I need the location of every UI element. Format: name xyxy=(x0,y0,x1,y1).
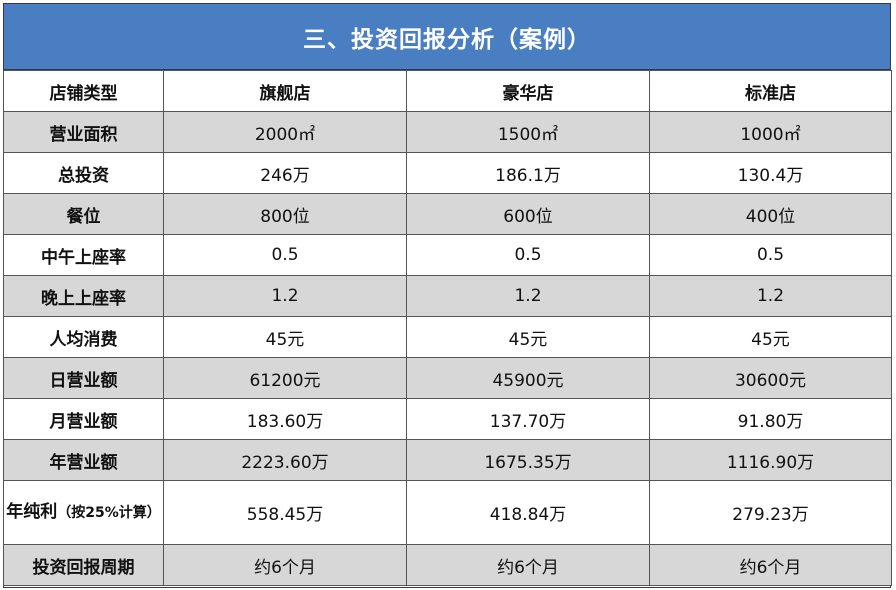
table-cell: 186.1万 xyxy=(406,152,650,194)
table-cell: 418.84万 xyxy=(406,480,650,545)
table-cell: 800位 xyxy=(163,193,407,235)
table-cell: 45元 xyxy=(649,316,892,358)
table-row: 餐位 800位 600位 400位 xyxy=(3,193,892,235)
table-cell: 45元 xyxy=(163,316,407,358)
table-row: 中午上座率 0.5 0.5 0.5 xyxy=(3,234,892,276)
table-cell: 约6个月 xyxy=(163,544,407,586)
row-label: 晚上上座率 xyxy=(3,275,164,317)
page-title: 三、投资回报分析（案例） xyxy=(303,26,591,53)
header-label: 店铺类型 xyxy=(3,70,164,112)
table-cell: 91.80万 xyxy=(649,398,892,440)
row-label: 月营业额 xyxy=(3,398,164,440)
table-row: 投资回报周期 约6个月 约6个月 约6个月 xyxy=(3,544,892,586)
table-row: 日营业额 61200元 45900元 30600元 xyxy=(3,357,892,399)
table-cell: 558.45万 xyxy=(163,480,407,545)
table-cell: 246万 xyxy=(163,152,407,194)
table-cell: 约6个月 xyxy=(649,544,892,586)
table-header-row: 店铺类型 旗舰店 豪华店 标准店 xyxy=(3,70,892,112)
investment-table: 店铺类型 旗舰店 豪华店 标准店 营业面积 2000㎡ 1500㎡ 1000㎡ … xyxy=(3,70,892,586)
table-cell: 279.23万 xyxy=(649,480,892,545)
column-header-deluxe: 豪华店 xyxy=(406,70,650,112)
table-cell: 137.70万 xyxy=(406,398,650,440)
column-header-standard: 标准店 xyxy=(649,70,892,112)
table-cell: 1500㎡ xyxy=(406,111,650,153)
table-cell: 2000㎡ xyxy=(163,111,407,153)
row-label: 投资回报周期 xyxy=(3,544,164,586)
table-row: 年纯利（按25%计算） 558.45万 418.84万 279.23万 xyxy=(3,480,892,545)
table-cell: 45900元 xyxy=(406,357,650,399)
row-label: 餐位 xyxy=(3,193,164,235)
row-label: 总投资 xyxy=(3,152,164,194)
table-row: 年营业额 2223.60万 1675.35万 1116.90万 xyxy=(3,439,892,481)
row-label-main: 年纯利 xyxy=(6,501,58,522)
table-cell: 1000㎡ xyxy=(649,111,892,153)
table-cell: 1.2 xyxy=(649,275,892,317)
table-cell: 45元 xyxy=(406,316,650,358)
table-cell: 0.5 xyxy=(406,234,650,276)
table-cell: 600位 xyxy=(406,193,650,235)
row-label: 年营业额 xyxy=(3,439,164,481)
title-bar: 三、投资回报分析（案例） xyxy=(4,4,890,70)
table-cell: 130.4万 xyxy=(649,152,892,194)
table-cell: 61200元 xyxy=(163,357,407,399)
table-row: 人均消费 45元 45元 45元 xyxy=(3,316,892,358)
table-row: 晚上上座率 1.2 1.2 1.2 xyxy=(3,275,892,317)
investment-table-sheet: 三、投资回报分析（案例） 店铺类型 旗舰店 豪华店 标准店 营业面积 2000㎡… xyxy=(3,3,892,588)
row-label: 人均消费 xyxy=(3,316,164,358)
table-row: 营业面积 2000㎡ 1500㎡ 1000㎡ xyxy=(3,111,892,153)
row-label-multiline: 年纯利（按25%计算） xyxy=(3,480,164,545)
row-label-note: （按25%计算） xyxy=(57,504,161,521)
table-cell: 400位 xyxy=(649,193,892,235)
row-label: 日营业额 xyxy=(3,357,164,399)
table-cell: 约6个月 xyxy=(406,544,650,586)
table-cell: 0.5 xyxy=(649,234,892,276)
row-label: 营业面积 xyxy=(3,111,164,153)
column-header-flagship: 旗舰店 xyxy=(163,70,407,112)
table-cell: 30600元 xyxy=(649,357,892,399)
row-label-wrap: 年纯利（按25%计算） xyxy=(6,501,161,525)
table-cell: 1116.90万 xyxy=(649,439,892,481)
row-label: 中午上座率 xyxy=(3,234,164,276)
table-cell: 1.2 xyxy=(406,275,650,317)
table-cell: 1675.35万 xyxy=(406,439,650,481)
table-cell: 2223.60万 xyxy=(163,439,407,481)
table-cell: 183.60万 xyxy=(163,398,407,440)
table-row: 总投资 246万 186.1万 130.4万 xyxy=(3,152,892,194)
table-row: 月营业额 183.60万 137.70万 91.80万 xyxy=(3,398,892,440)
table-cell: 0.5 xyxy=(163,234,407,276)
table-cell: 1.2 xyxy=(163,275,407,317)
